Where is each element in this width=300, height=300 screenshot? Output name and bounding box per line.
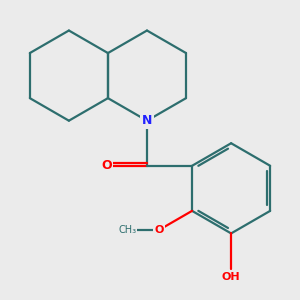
Text: O: O: [154, 225, 164, 235]
Text: OH: OH: [222, 272, 240, 282]
Text: CH₃: CH₃: [118, 225, 136, 235]
Text: N: N: [142, 114, 152, 127]
Text: O: O: [101, 159, 112, 172]
